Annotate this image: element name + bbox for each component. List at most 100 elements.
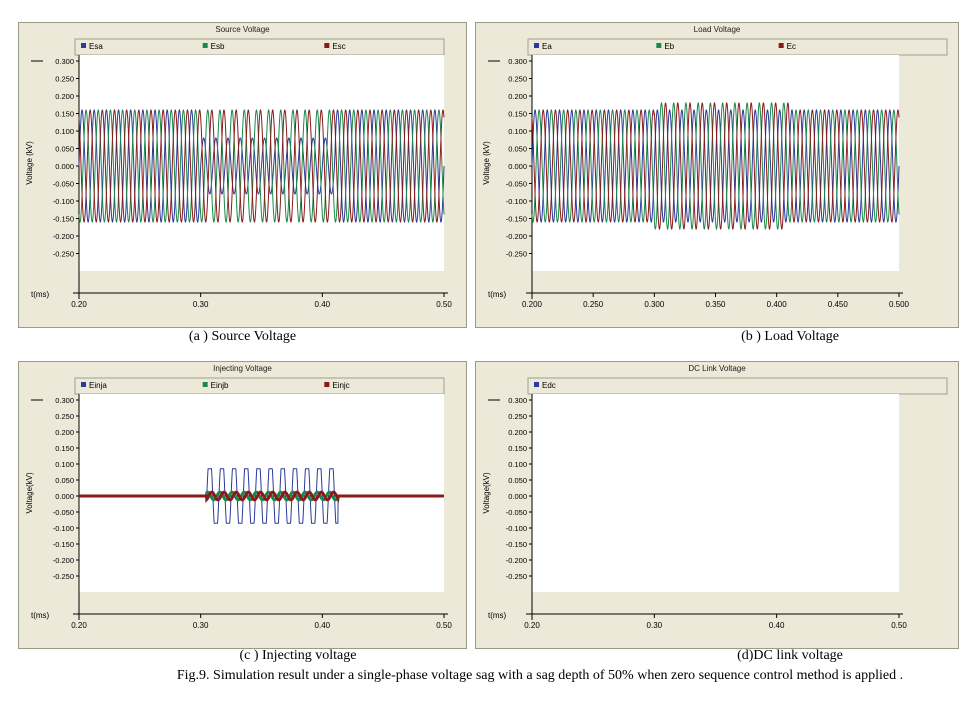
series-line-esa (78, 108, 445, 224)
legend-label: Esb (211, 42, 225, 51)
y-tick-label: -0.050 (506, 180, 527, 189)
y-tick-label: 0.000 (508, 162, 527, 171)
y-tick-label: 0.200 (55, 92, 74, 101)
x-tick-label: 0.20 (524, 621, 540, 630)
y-tick-label: 0.150 (508, 110, 527, 119)
legend-label: Einjb (211, 381, 229, 390)
series-line-eb (531, 101, 900, 231)
y-tick-label: 0.250 (508, 412, 527, 421)
chart-panel-dc-link-voltage: DC Link Voltage Edc 0.300 0.250 0.200 0.150 0… (475, 361, 959, 649)
y-tick-label: 0.200 (508, 428, 527, 437)
y-tick-label: 0.300 (508, 57, 527, 66)
y-tick-label: -0.250 (506, 250, 527, 259)
x-tick-label: 0.20 (71, 300, 87, 309)
x-axis-label: t(ms) (31, 290, 50, 299)
x-tick-label: 0.30 (193, 621, 209, 630)
legend-label: Esa (89, 42, 103, 51)
x-tick-label: 0.30 (193, 300, 209, 309)
legend-label: Esc (332, 42, 345, 51)
y-tick-label: 0.300 (508, 396, 527, 405)
x-tick-label: 0.300 (644, 300, 665, 309)
y-tick-label: 0.050 (508, 476, 527, 485)
y-tick-label: -0.150 (53, 215, 74, 224)
series-line-esb (78, 108, 445, 224)
y-tick-label: 0.050 (55, 476, 74, 485)
legend-bar (527, 38, 948, 56)
plot-source-voltage: Esa Esb Esc 0.300 0.250 0.200 0.150 0.100 0.050 0… (25, 38, 452, 309)
x-axis-label: t(ms) (31, 611, 50, 620)
y-tick-label: 0.300 (55, 396, 74, 405)
legend-swatch (656, 43, 662, 48)
x-axis-label: t(ms) (488, 290, 507, 299)
x-tick-label: 0.50 (891, 621, 907, 630)
chart-title: Injecting Voltage (19, 362, 466, 375)
y-tick-label: 0.200 (508, 92, 527, 101)
x-tick-label: 0.30 (647, 621, 663, 630)
plot-injecting-voltage: Einja Einjb Einjc 0.300 0.250 0.200 0.150 0.100… (25, 377, 452, 630)
series-line-esc (78, 108, 445, 224)
y-tick-label: -0.050 (53, 180, 74, 189)
plot-load-voltage: Ea Eb Ec 0.300 0.250 0.200 0.150 0.100 0.050 0.00… (482, 38, 948, 309)
x-tick-label: 0.500 (889, 300, 910, 309)
chart-title: Source Voltage (19, 23, 466, 36)
y-axis-label: Voltage(kV) (482, 472, 491, 514)
chart-title: DC Link Voltage (476, 362, 958, 375)
x-tick-label: 0.50 (436, 300, 452, 309)
y-tick-label: -0.100 (506, 524, 527, 533)
x-tick-label: 0.40 (769, 621, 785, 630)
legend-swatch (534, 382, 539, 387)
y-axis-label: Voltage (kV) (482, 141, 491, 185)
legend-swatch (81, 43, 86, 48)
y-tick-label: -0.150 (506, 215, 527, 224)
legend-bar (527, 377, 948, 395)
figure-caption: Fig.9. Simulation result under a single-… (176, 668, 904, 683)
legend-label: Ea (542, 42, 552, 51)
legend-bar (74, 377, 445, 395)
y-tick-label: 0.000 (55, 162, 74, 171)
y-axis-label: Voltage (kV) (25, 141, 34, 185)
y-tick-label: 0.100 (55, 127, 74, 136)
x-tick-label: 0.350 (705, 300, 726, 309)
y-tick-label: 0.300 (55, 57, 74, 66)
y-tick-label: 0.100 (508, 127, 527, 136)
y-tick-label: -0.150 (53, 540, 74, 549)
y-tick-label: 0.100 (508, 460, 527, 469)
y-tick-label: 0.050 (508, 145, 527, 154)
y-tick-label: -0.050 (53, 508, 74, 517)
y-tick-label: 0.050 (55, 145, 74, 154)
y-tick-label: -0.200 (506, 232, 527, 241)
x-tick-label: 0.20 (71, 621, 87, 630)
y-tick-label: -0.150 (506, 540, 527, 549)
y-tick-label: 0.150 (508, 444, 527, 453)
caption-b: (b ) Load Voltage (741, 329, 839, 344)
y-tick-label: -0.250 (53, 572, 74, 581)
caption-c: (c ) Injecting voltage (239, 648, 357, 663)
legend-label: Einjc (332, 381, 349, 390)
legend-swatch (202, 43, 208, 48)
chart-panel-source-voltage: Source Voltage Esa Esb Esc 0.300 0.250 0.200 0… (18, 22, 467, 328)
x-tick-label: 0.40 (315, 621, 331, 630)
plot-area (532, 394, 899, 592)
y-axis-label: Voltage(kV) (25, 472, 34, 514)
legend-label: Ec (787, 42, 796, 51)
y-tick-label: 0.100 (55, 460, 74, 469)
x-tick-label: 0.40 (315, 300, 331, 309)
x-axis-label: t(ms) (488, 611, 507, 620)
legend-label: Edc (542, 381, 556, 390)
y-tick-label: -0.200 (53, 556, 74, 565)
y-tick-label: 0.250 (55, 75, 74, 84)
y-tick-label: -0.100 (53, 524, 74, 533)
caption-a: (a ) Source Voltage (188, 329, 297, 344)
x-tick-label: 0.250 (583, 300, 604, 309)
legend-label: Eb (664, 42, 674, 51)
x-tick-label: 0.200 (522, 300, 543, 309)
legend-swatch (534, 43, 539, 48)
chart-panel-load-voltage: Load Voltage Ea Eb Ec 0.300 0.250 0.200 0.150 0… (475, 22, 959, 328)
y-tick-label: 0.250 (508, 75, 527, 84)
y-tick-label: -0.050 (506, 508, 527, 517)
legend-label: Einja (89, 381, 107, 390)
y-tick-label: -0.100 (506, 197, 527, 206)
y-tick-label: 0.200 (55, 428, 74, 437)
y-tick-label: -0.250 (506, 572, 527, 581)
legend-swatch (778, 43, 784, 48)
